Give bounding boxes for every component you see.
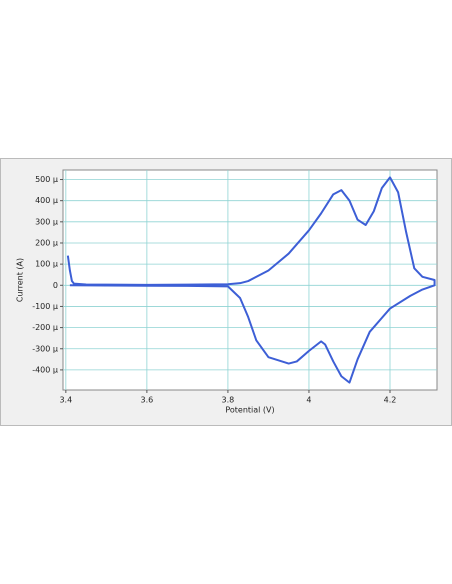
cv-curve xyxy=(66,176,436,384)
y-tick-label: -400 µ xyxy=(32,365,58,374)
x-tick-label: 4.2 xyxy=(384,396,397,405)
y-tick-label: -300 µ xyxy=(32,344,58,353)
y-tick-label: -100 µ xyxy=(32,302,58,311)
x-tick-label: 3.6 xyxy=(141,396,154,405)
x-tick-label: 3.8 xyxy=(222,396,235,405)
x-tick-label: 4 xyxy=(306,396,311,405)
y-tick-label: -200 µ xyxy=(32,323,58,332)
y-tick-label: 100 µ xyxy=(35,260,58,269)
y-tick-label: 400 µ xyxy=(35,196,58,205)
y-tick-label: 0 xyxy=(53,281,58,290)
y-tick-label: 300 µ xyxy=(35,217,58,226)
x-axis-label: Potential (V) xyxy=(225,406,274,415)
y-tick-label: 200 µ xyxy=(35,238,58,247)
y-tick-label: 500 µ xyxy=(35,175,58,184)
x-tick-label: 3.4 xyxy=(59,396,72,405)
y-axis-label: Current (A) xyxy=(16,258,25,302)
